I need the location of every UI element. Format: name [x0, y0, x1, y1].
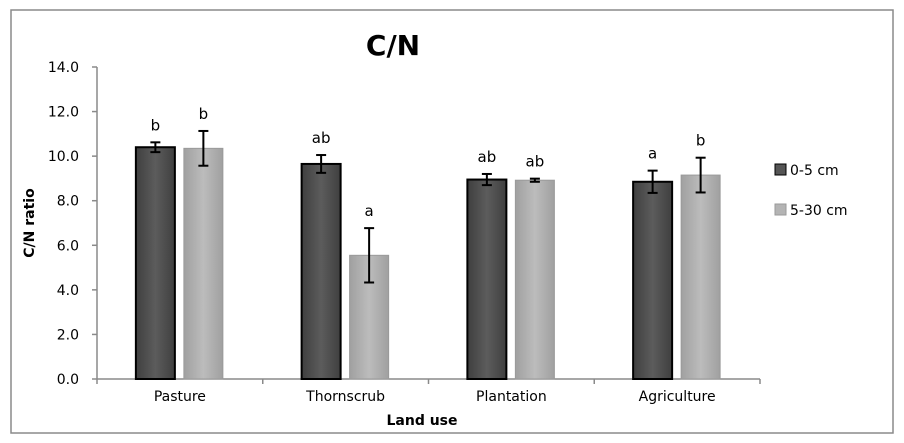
- bar-0-5cm: [632, 180, 674, 380]
- significance-letter: ab: [312, 129, 331, 147]
- legend-label: 5-30 cm: [790, 203, 848, 219]
- bar-0-5cm: [300, 162, 342, 380]
- y-tick-label: 8.0: [57, 194, 79, 210]
- y-axis-label: C/N ratio: [22, 188, 38, 258]
- legend-swatch: [774, 203, 787, 216]
- bar-0-5cm: [134, 146, 176, 380]
- y-tick-label: 4.0: [57, 283, 79, 299]
- x-tick-label: Plantation: [476, 389, 547, 405]
- y-tick-label: 2.0: [57, 327, 79, 343]
- x-tick-label: Thornscrub: [305, 389, 385, 405]
- significance-letter: ab: [478, 148, 497, 166]
- x-tick-label: Pasture: [154, 389, 206, 405]
- x-axis-label: Land use: [386, 413, 457, 429]
- bar-5-30cm: [680, 174, 721, 380]
- significance-letter: b: [696, 132, 706, 150]
- y-tick-label: 10.0: [48, 149, 79, 165]
- x-tick-label: Agriculture: [639, 389, 716, 405]
- y-tick-label: 6.0: [57, 238, 79, 254]
- chart-title: C/N: [366, 29, 420, 62]
- bar-5-30cm: [183, 147, 224, 380]
- significance-letter: b: [199, 105, 209, 123]
- significance-letter: b: [151, 116, 161, 134]
- significance-letter: ab: [526, 153, 545, 171]
- legend-label: 0-5 cm: [790, 163, 839, 179]
- y-tick-label: 0.0: [57, 372, 79, 388]
- bar-0-5cm: [466, 178, 508, 380]
- significance-letter: a: [365, 202, 374, 220]
- y-tick-label: 12.0: [48, 105, 79, 121]
- bar-5-30cm: [514, 179, 555, 380]
- legend-swatch: [774, 163, 787, 176]
- y-tick-label: 14.0: [48, 60, 79, 76]
- significance-letter: a: [648, 145, 657, 163]
